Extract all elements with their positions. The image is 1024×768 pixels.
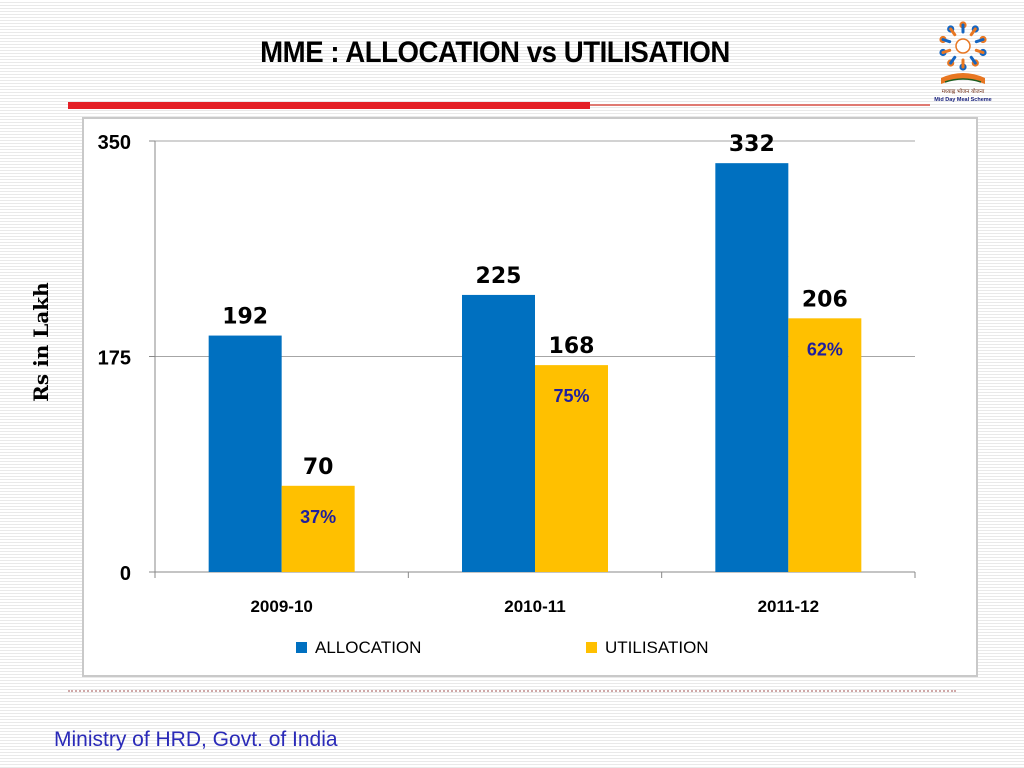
logo-caption-hindi: मध्याह्न भोजन योजना: [942, 88, 985, 95]
logo-figures: [939, 21, 987, 71]
y-tick-label: 350: [98, 132, 131, 154]
x-tick-label: 2009-10: [250, 597, 312, 616]
footer-divider: [68, 690, 956, 692]
percent-annotation: 37%: [300, 507, 336, 527]
percent-annotation: 75%: [553, 386, 589, 406]
y-tick-label: 175: [98, 348, 131, 370]
data-label: 225: [476, 264, 522, 289]
data-label: 206: [802, 287, 848, 312]
data-label: 332: [729, 132, 775, 157]
bar-utilisation-2010-11: [535, 365, 608, 572]
legend-label-utilisation: UTILISATION: [605, 638, 709, 657]
legend-label-allocation: ALLOCATION: [315, 638, 421, 657]
y-tick-label: 0: [120, 563, 131, 585]
bar-allocation-2009-10: [208, 335, 282, 572]
logo-caption-english: Mid Day Meal Scheme: [934, 97, 991, 103]
y-axis-title: Rs in Lakh: [29, 282, 53, 402]
bar-utilisation-2011-12: [788, 318, 862, 572]
logo-figure-body: [969, 27, 977, 37]
logo-figure-body: [974, 48, 985, 54]
title-underline-thin: [590, 104, 930, 106]
legend: ALLOCATION UTILISATION: [296, 638, 709, 657]
data-label: 192: [222, 305, 268, 330]
data-labels: 192 225 332 70 37% 168 75% 206 62%: [222, 132, 848, 527]
footer-text: Ministry of HRD, Govt. of India: [54, 728, 338, 751]
mid-day-meal-scheme-logo-icon: मध्याह्न भोजन योजना Mid Day Meal Scheme: [934, 21, 992, 103]
data-label: 70: [303, 455, 334, 480]
legend-swatch-utilisation: [586, 642, 597, 653]
logo-figure-body: [941, 48, 952, 54]
x-tick-label: 2011-12: [758, 597, 819, 616]
bars: [208, 163, 862, 572]
legend-swatch-allocation: [296, 642, 307, 653]
percent-annotation: 62%: [807, 339, 843, 359]
slide-title: MME : ALLOCATION vs UTILISATION: [260, 36, 730, 69]
x-tick-label: 2010-11: [504, 597, 565, 616]
logo-figure-body: [949, 27, 957, 37]
logo-figure-body: [941, 38, 952, 44]
logo-figure-body: [974, 38, 985, 44]
bar-utilisation-2009-10: [281, 485, 355, 572]
logo-center: [955, 38, 971, 54]
title-underline: [68, 102, 590, 109]
data-label: 168: [549, 334, 595, 359]
logo-figure-body: [949, 55, 957, 65]
logo-figure-body: [969, 55, 977, 65]
bar-allocation-2010-11: [462, 294, 535, 572]
bar-allocation-2011-12: [715, 163, 789, 572]
